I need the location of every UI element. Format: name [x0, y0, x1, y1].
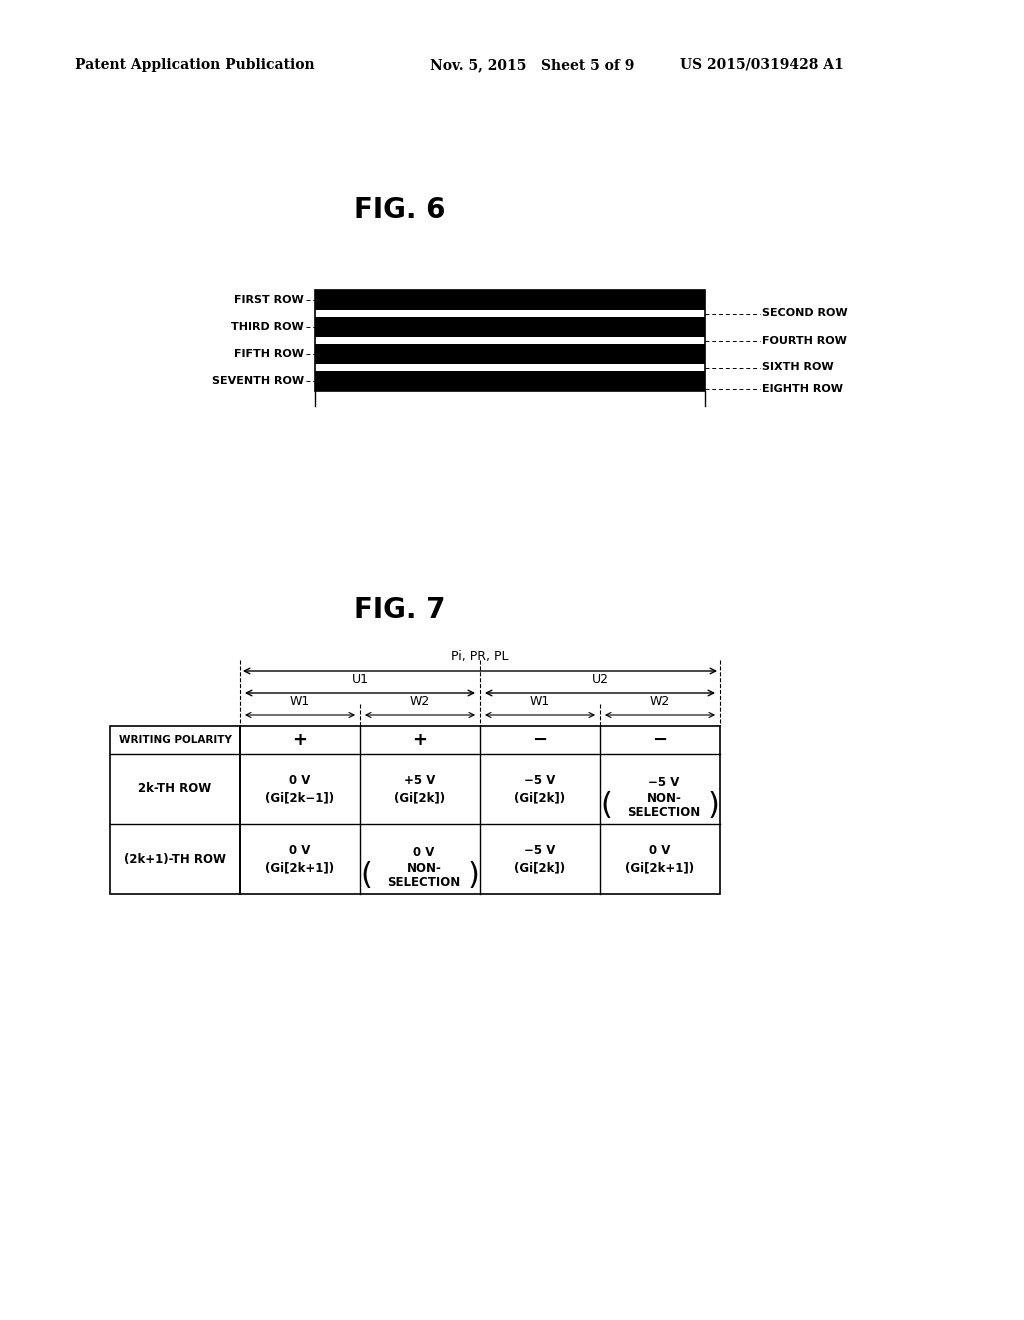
- Text: +5 V
(Gi[2k]): +5 V (Gi[2k]): [394, 774, 445, 804]
- Text: +: +: [293, 731, 307, 748]
- Bar: [315, 290, 705, 310]
- Text: (: (: [600, 792, 612, 821]
- Text: −: −: [532, 731, 548, 748]
- Text: U2: U2: [592, 673, 608, 686]
- Text: −: −: [652, 731, 668, 748]
- Text: ): ): [468, 862, 480, 891]
- Text: U1: U1: [351, 673, 369, 686]
- Bar: [315, 290, 705, 391]
- Text: FIRST ROW: FIRST ROW: [234, 294, 304, 305]
- Text: 0 V
(Gi[2k+1]): 0 V (Gi[2k+1]): [265, 843, 335, 874]
- Text: EIGHTH ROW: EIGHTH ROW: [762, 384, 843, 393]
- Text: (2k+1)-TH ROW: (2k+1)-TH ROW: [124, 853, 226, 866]
- Text: 2k-TH ROW: 2k-TH ROW: [138, 783, 212, 796]
- Text: 0 V
(Gi[2k+1]): 0 V (Gi[2k+1]): [626, 843, 694, 874]
- Text: NON-: NON-: [407, 862, 441, 875]
- Text: FIG. 7: FIG. 7: [354, 597, 445, 624]
- Text: NON-: NON-: [646, 792, 681, 805]
- Text: W1: W1: [529, 696, 550, 708]
- Text: ): ): [708, 792, 720, 821]
- Text: WRITING POLARITY: WRITING POLARITY: [119, 735, 231, 744]
- Text: SELECTION: SELECTION: [387, 876, 461, 890]
- Text: W1: W1: [290, 696, 310, 708]
- Bar: [315, 345, 705, 364]
- Text: SECOND ROW: SECOND ROW: [762, 309, 848, 318]
- Text: Patent Application Publication: Patent Application Publication: [75, 58, 314, 73]
- Text: FIFTH ROW: FIFTH ROW: [234, 348, 304, 359]
- Bar: [240, 726, 720, 894]
- Text: SELECTION: SELECTION: [628, 807, 700, 820]
- Bar: [315, 317, 705, 337]
- Bar: [315, 371, 705, 391]
- Text: FOURTH ROW: FOURTH ROW: [762, 335, 847, 346]
- Text: W2: W2: [410, 696, 430, 708]
- Text: −5 V
(Gi[2k]): −5 V (Gi[2k]): [514, 843, 565, 874]
- Text: US 2015/0319428 A1: US 2015/0319428 A1: [680, 58, 844, 73]
- Text: W2: W2: [650, 696, 670, 708]
- Text: FIG. 6: FIG. 6: [354, 195, 445, 224]
- Text: SIXTH ROW: SIXTH ROW: [762, 363, 834, 372]
- Text: Nov. 5, 2015   Sheet 5 of 9: Nov. 5, 2015 Sheet 5 of 9: [430, 58, 635, 73]
- Bar: [110, 726, 240, 894]
- Text: 0 V
(Gi[2k−1]): 0 V (Gi[2k−1]): [265, 774, 335, 804]
- Bar: [315, 290, 705, 391]
- Text: (: (: [360, 862, 372, 891]
- Text: 0 V: 0 V: [414, 846, 434, 859]
- Text: −5 V
(Gi[2k]): −5 V (Gi[2k]): [514, 774, 565, 804]
- Text: Pi, PR, PL: Pi, PR, PL: [452, 649, 509, 663]
- Text: SEVENTH ROW: SEVENTH ROW: [212, 376, 304, 385]
- Text: THIRD ROW: THIRD ROW: [231, 322, 304, 333]
- Text: +: +: [413, 731, 427, 748]
- Text: −5 V: −5 V: [648, 776, 680, 789]
